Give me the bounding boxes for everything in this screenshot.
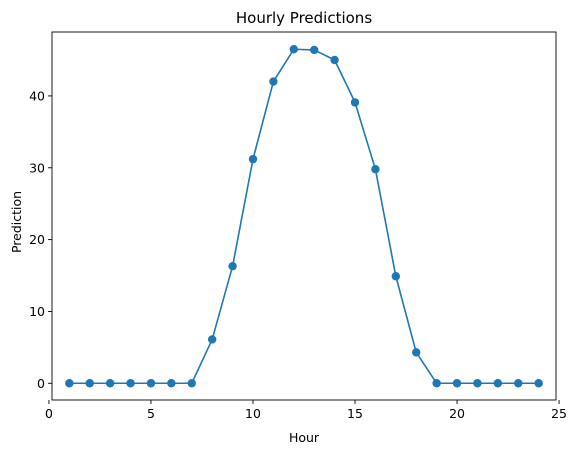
data-point	[473, 379, 482, 388]
data-point	[391, 272, 401, 281]
data-point	[493, 379, 503, 388]
axes-frame	[51, 31, 557, 401]
y-axis-title: Prediction	[9, 191, 24, 253]
y-tick-label: 40	[29, 88, 45, 103]
data-point	[310, 45, 319, 55]
data-point	[85, 379, 94, 388]
data-point	[65, 379, 74, 388]
data-point	[534, 379, 543, 388]
data-point	[207, 335, 217, 344]
x-tick-label: 5	[147, 406, 155, 421]
data-point	[432, 379, 441, 388]
data-point	[289, 45, 298, 54]
data-point	[330, 55, 339, 65]
data-point	[146, 379, 156, 388]
data-point	[371, 165, 380, 174]
y-tick-label: 0	[37, 376, 45, 391]
data-point	[452, 379, 462, 388]
data-point	[105, 379, 115, 388]
data-point	[167, 379, 176, 388]
chart-title: Hourly Predictions	[236, 9, 372, 27]
data-point	[126, 379, 135, 388]
data-point	[187, 379, 196, 388]
x-tick-label: 10	[245, 406, 261, 421]
data-point	[412, 348, 421, 357]
data-point	[514, 379, 523, 388]
y-tick-label: 10	[29, 304, 45, 319]
x-tick-label: 15	[347, 406, 363, 421]
data-point	[350, 98, 360, 107]
data-point	[269, 77, 278, 86]
y-tick-label: 20	[29, 232, 45, 247]
x-axis-title: Hour	[289, 430, 320, 445]
data-point	[228, 261, 237, 271]
x-tick-label: 20	[449, 406, 465, 421]
x-tick-label: 0	[45, 406, 53, 421]
data-point	[248, 154, 258, 164]
y-tick-label: 30	[29, 160, 45, 175]
x-tick-label: 25	[551, 406, 567, 421]
plot-area: 0 5 10 15 20 25 0 10 20 30 40	[29, 31, 567, 421]
